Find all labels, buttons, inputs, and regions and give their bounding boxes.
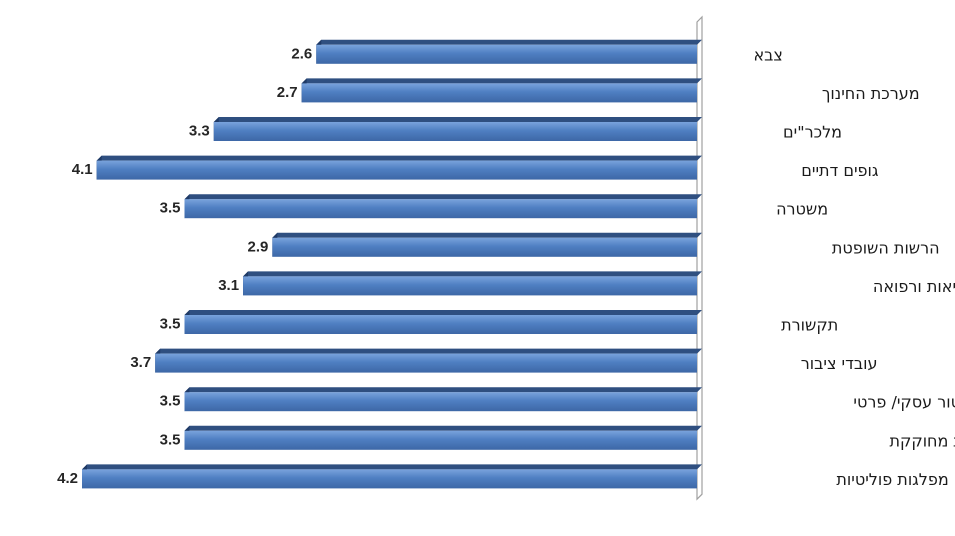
category-label-10: פרלמנט/ רשות מחוקקת [889, 431, 955, 450]
bar-7 [184, 315, 697, 334]
value-label-9: 3.5 [160, 393, 181, 410]
bar-top-0 [316, 39, 702, 45]
bar-4 [184, 199, 697, 219]
category-axis [696, 15, 703, 501]
category-label-6: שירותי בריאות ורפואה [873, 277, 955, 296]
bar-top-6 [243, 271, 703, 277]
value-label-6: 3.1 [218, 277, 239, 294]
bar-6 [243, 276, 698, 296]
bar-1 [301, 83, 697, 103]
bar-10 [184, 430, 697, 450]
category-label-0: צבא [753, 45, 782, 64]
bar-top-1 [301, 78, 702, 84]
value-label-4: 3.5 [160, 200, 181, 217]
value-label-5: 2.9 [247, 238, 268, 255]
labels: 2.6 צבא 2.7 מערכת החינוך 3.3 מלכר"ים 4.1 גופים … [57, 45, 955, 489]
bar-11 [82, 469, 697, 489]
category-label-4: משטרה [776, 200, 828, 219]
value-label-0: 2.6 [291, 45, 312, 62]
value-label-8: 3.7 [130, 354, 151, 371]
category-label-7: תקשורת [781, 316, 838, 335]
category-label-1: מערכת החינוך [822, 84, 920, 103]
category-label-5: הרשות השופטת [832, 238, 940, 257]
bar-3 [96, 160, 697, 180]
bar-5 [272, 237, 697, 257]
bar-9 [184, 392, 697, 412]
category-label-9: סקטור עסקי/ פרטי [853, 393, 955, 412]
value-label-7: 3.5 [160, 316, 181, 333]
category-label-8: עובדי ציבור [801, 354, 878, 373]
bar-top-2 [213, 117, 703, 122]
bar-top-5 [272, 232, 702, 238]
bar-top-4 [184, 194, 702, 200]
value-label-11: 4.2 [57, 470, 78, 487]
bar-0 [316, 44, 697, 64]
category-label-3: גופים דתיים [801, 161, 879, 180]
value-label-3: 4.1 [72, 161, 93, 178]
bar-top-9 [184, 387, 702, 393]
axis-wall [696, 15, 703, 501]
category-label-11: מפלגות פוליטיות [836, 470, 948, 489]
bar-top-8 [155, 348, 702, 354]
category-label-2: מלכר"ים [783, 123, 842, 142]
bar-8 [155, 353, 697, 373]
bar-top-3 [96, 155, 702, 161]
value-label-1: 2.7 [277, 84, 298, 101]
value-label-2: 3.3 [189, 123, 210, 140]
bar-2 [213, 122, 698, 141]
bar-top-7 [184, 310, 702, 315]
bar-top-11 [82, 464, 702, 470]
bars [82, 39, 703, 489]
value-label-10: 3.5 [160, 431, 181, 448]
bar-top-10 [184, 425, 702, 431]
